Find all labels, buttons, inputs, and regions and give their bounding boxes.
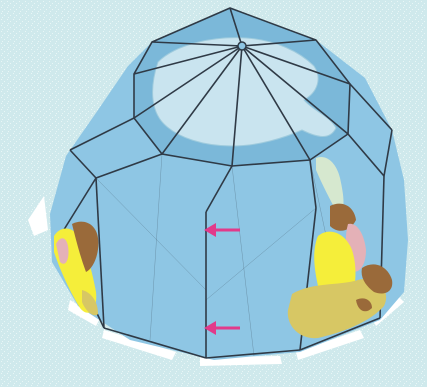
- pole-marker: [237, 41, 247, 51]
- arrow-upper: [204, 223, 240, 237]
- right-landmass: [287, 156, 393, 339]
- arrow-lower: [204, 321, 240, 335]
- left-landmass: [54, 221, 99, 316]
- globe-gridlines: [95, 153, 347, 357]
